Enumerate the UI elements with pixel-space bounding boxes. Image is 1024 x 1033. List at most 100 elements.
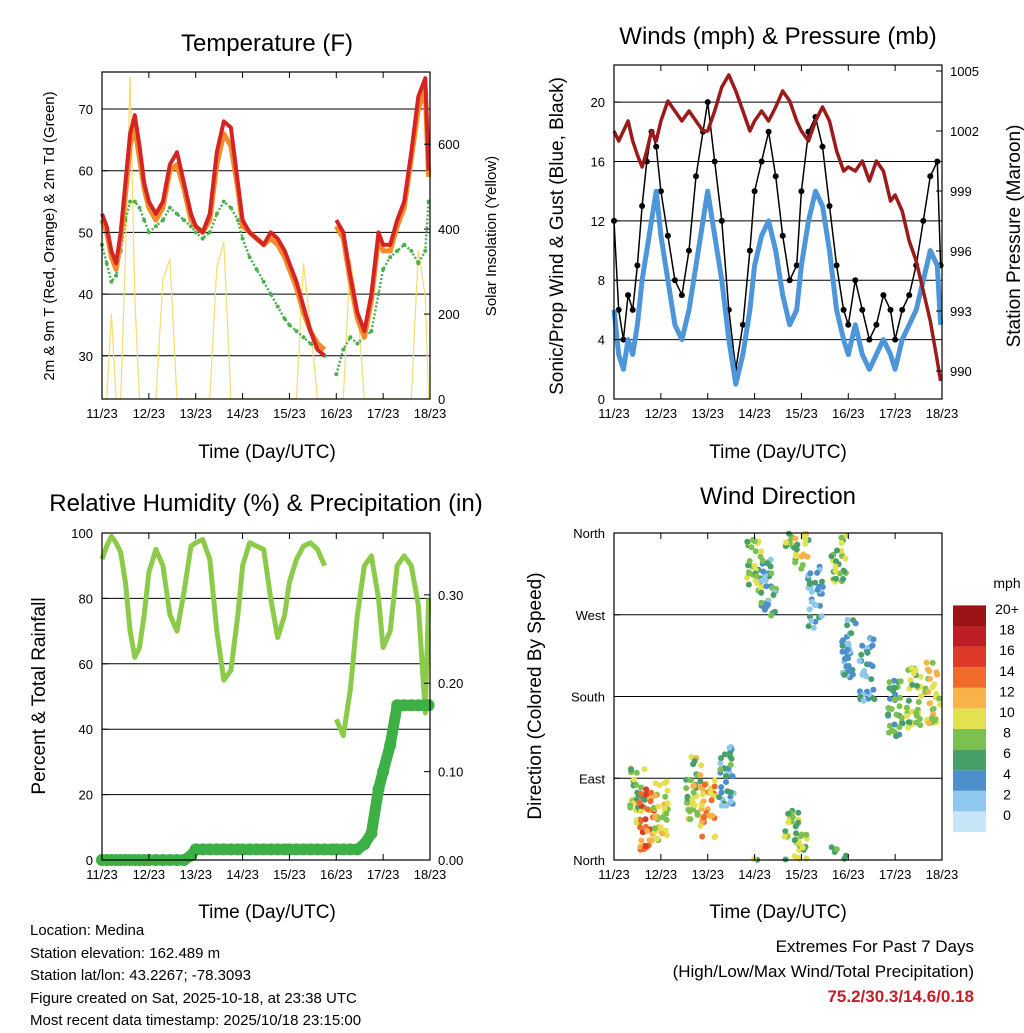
dewpoint-point [153,224,158,229]
dir-ytick-label: East [579,771,605,786]
direction-point [905,697,912,704]
temp-2m-line [100,76,431,358]
humidity-title: Relative Humidity (%) & Precipitation (i… [49,490,482,517]
gust-point [664,232,671,239]
gust-point [779,232,786,239]
gust-point [934,158,941,165]
direction-panel: Wind Direction NorthEastSouthWestNorth11… [525,483,1021,923]
temp-ytick-label: 70 [79,102,93,117]
direction-point [758,577,765,584]
gust-point [833,262,840,269]
wind-ytick-label-right: 996 [950,244,972,259]
dewpoint-point [376,292,381,297]
direction-title: Wind Direction [700,483,856,510]
direction-point [690,783,697,790]
direction-point [644,827,651,834]
direction-point [896,703,903,710]
dir-xtick-label: 11/23 [598,867,630,882]
direction-point [753,572,760,579]
direction-point [792,559,799,566]
direction-point [748,544,755,551]
wind-ytick-label: 12 [591,214,605,229]
direction-point [652,814,659,821]
gust-point [772,173,779,180]
figure-created: Figure created on Sat, 2025-10-18, at 23… [30,989,357,1007]
gust-point [852,277,859,284]
direction-point [721,751,728,758]
temp-ytick-label: 40 [79,287,93,302]
direction-point [661,780,668,786]
dewpoint-point [207,230,212,235]
wind-ytick-label-right: 1002 [950,124,979,139]
direction-point [800,552,807,559]
winds-xlabel: Time (Day/UTC) [709,442,847,463]
legend-label: 12 [999,683,1015,699]
direction-point [768,612,775,619]
legend-label: 14 [999,663,1015,679]
dewpoint-point [268,292,273,297]
gust-point [625,292,632,299]
direction-point [859,642,866,649]
direction-point [860,697,867,704]
direction-point [636,799,643,806]
dewpoint-point [104,261,109,266]
rainfall-point [372,783,385,796]
wind-xtick-label: 12/23 [645,406,678,421]
direction-point [893,711,900,718]
direction-point [886,722,893,729]
wind-xtick-label: 13/23 [691,406,724,421]
direction-point [718,802,725,809]
gust-point [711,158,718,165]
direction-point [663,810,670,817]
gust-point [739,321,746,328]
wind-xtick-label: 14/23 [738,406,771,421]
direction-point [708,797,715,804]
direction-point [848,630,855,637]
gust-point [671,277,678,284]
dewpoint-point [254,267,259,272]
temperature-xlabel: Time (Day/UTC) [198,442,336,463]
direction-point [792,553,799,560]
direction-point [808,598,815,605]
direction-point [909,681,916,688]
legend-swatch [953,749,986,771]
dewpoint-point [261,279,266,284]
direction-point [898,715,905,721]
direction-point [633,769,640,776]
dewpoint-point [294,329,299,334]
direction-point [750,536,757,543]
direction-point [852,620,859,627]
direction-point [791,853,798,860]
legend-swatch [953,687,986,709]
gust-point [615,306,622,313]
direction-point [699,833,706,840]
humidity-xlabel: Time (Day/UTC) [198,902,336,923]
direction-point [795,809,802,816]
dir-ytick-label: North [573,853,605,868]
temp-ytick-label-right: 400 [438,222,460,237]
direction-point [802,540,809,547]
wind-xtick-label: 16/23 [832,406,865,421]
direction-point [812,602,819,608]
direction-point [687,777,693,783]
direction-point [814,569,821,576]
dewpoint-point [142,218,147,223]
direction-point [887,695,893,702]
direction-point [789,814,796,821]
direction-point [651,825,658,832]
gust-point [798,188,805,195]
temp-xtick-label: 14/23 [226,406,259,421]
direction-point [647,798,654,805]
extremes-box: Extremes For Past 7 Days (High/Low/Max W… [673,934,974,1009]
gust-point [639,203,646,209]
legend-swatch [953,605,986,626]
dewpoint-point [137,205,142,210]
winds-title: Winds (mph) & Pressure (mb) [619,23,936,50]
direction-point [891,721,898,728]
direction-point [891,696,898,703]
direction-point [934,671,941,678]
direction-point [729,773,736,780]
direction-point [839,648,846,655]
direction-point [926,700,933,707]
direction-point [690,800,697,807]
